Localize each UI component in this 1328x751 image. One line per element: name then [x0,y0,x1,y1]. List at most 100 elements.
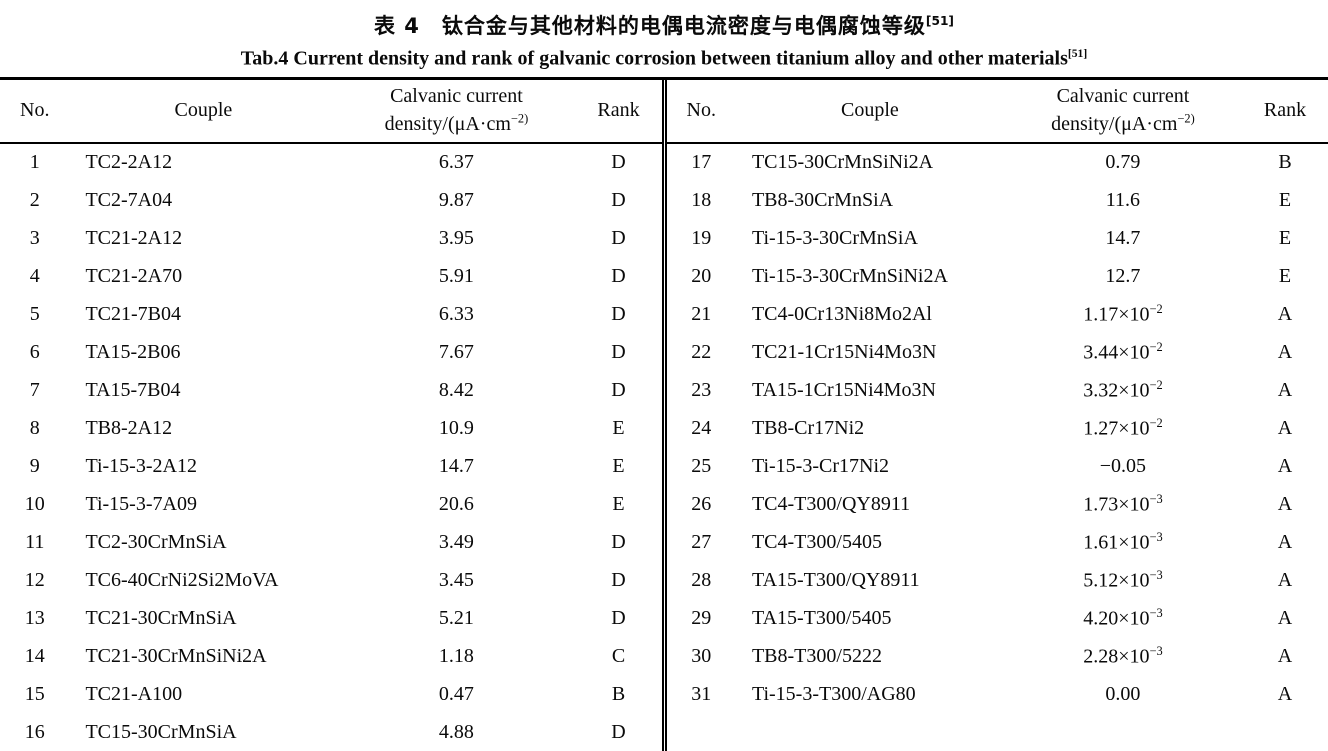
cell-no: 1 [29,151,40,174]
cell-rank: D [611,531,626,554]
citation-ref-chinese: [51] [925,14,954,28]
cell-density: 4.20×10−3 [1083,606,1163,630]
density-header-line1: Calvanic current [390,84,523,107]
cell-rank: E [1278,265,1292,288]
cell-rank: D [611,303,626,326]
cell-rank: D [611,341,626,364]
cell-couple: TC4-T300/QY8911 [751,493,911,516]
table-row: 4 TC21-2A70 5.91 D [0,258,662,296]
cell-couple: TB8-30CrMnSiA [751,189,894,212]
table-title-english-text: Tab.4 Current density and rank of galvan… [240,47,1068,70]
table-row: 17 TC15-30CrMnSiNi2A 0.79 B [667,143,1328,182]
cell-no: 21 [691,303,712,326]
cell-no: 10 [24,493,45,516]
cell-rank: D [611,189,626,212]
table-row: 28 TA15-T300/QY8911 5.12×10−3 A [667,562,1328,600]
cell-no: 11 [25,531,45,554]
cell-density: 8.42 [438,379,474,402]
cell-rank: E [1278,227,1292,250]
cell-rank: A [1277,569,1293,592]
cell-no: 7 [29,379,40,402]
cell-density: 3.32×10−2 [1083,378,1163,402]
cell-couple: TA15-2B06 [85,341,181,364]
cell-couple: TC2-2A12 [85,151,173,174]
cell-density: 3.49 [438,531,474,554]
cell-couple: Ti-15-3-30CrMnSiNi2A [751,265,948,288]
cell-no: 17 [691,151,712,174]
column-header-rank: Rank [1241,79,1328,144]
table-row: 15 TC21-A100 0.47 B [0,676,662,714]
column-header-no: No. [0,79,70,144]
cell-no: 2 [29,189,40,212]
cell-density: 0.47 [438,683,474,706]
column-header-couple: Couple [735,79,1004,144]
cell-no: 12 [24,569,45,592]
cell-rank: A [1277,683,1293,706]
cell-no: 4 [29,265,40,288]
cell-density: 1.18 [438,645,474,668]
cell-density: 14.7 [1105,227,1141,250]
cell-no: 8 [29,417,40,440]
cell-rank: A [1277,645,1293,668]
table-row: 27 TC4-T300/5405 1.61×10−3 A [667,524,1328,562]
table-row: 2 TC2-7A04 9.87 D [0,182,662,220]
table-right-body: 17 TC15-30CrMnSiNi2A 0.79 B 18 TB8-30CrMnSiA 1… [667,143,1328,714]
cell-no: 18 [691,189,712,212]
cell-density: 0.79 [1105,151,1141,174]
cell-couple: TB8-2A12 [85,417,173,440]
cell-rank: D [611,379,626,402]
cell-no: 23 [691,379,712,402]
table-row: 31 Ti-15-3-T300/AG80 0.00 A [667,676,1328,714]
cell-rank: D [611,607,626,630]
cell-rank: A [1277,493,1293,516]
cell-density: 3.44×10−2 [1083,340,1163,364]
cell-rank: A [1277,417,1293,440]
column-header-couple: Couple [69,79,338,144]
cell-couple: TC21-2A70 [85,265,183,288]
table-row: 8 TB8-2A12 10.9 E [0,410,662,448]
cell-couple: TB8-Cr17Ni2 [751,417,865,440]
cell-density: 0.00 [1105,683,1141,706]
table-row: 7 TA15-7B04 8.42 D [0,372,662,410]
table-row: 10 Ti-15-3-7A09 20.6 E [0,486,662,524]
cell-no: 30 [691,645,712,668]
table-left-half: No. Couple Calvanic current density/(μA·… [0,79,662,751]
cell-couple: TC2-30CrMnSiA [85,531,227,554]
cell-density: 10.9 [438,417,474,440]
table-right: No. Couple Calvanic current density/(μA·… [666,79,1328,714]
cell-couple: Ti-15-3-30CrMnSiA [751,227,918,250]
cell-couple: TC21-2A12 [85,227,183,250]
table-title-chinese-text: 表 4 钛合金与其他材料的电偶电流密度与电偶腐蚀等级 [374,14,926,38]
cell-density: 3.95 [438,227,474,250]
table-row: 21 TC4-0Cr13Ni8Mo2Al 1.17×10−2 A [667,296,1328,334]
cell-rank: E [612,493,625,516]
table-right-half: No. Couple Calvanic current density/(μA·… [666,79,1328,751]
cell-couple: TA15-T300/QY8911 [751,569,920,592]
cell-no: 13 [24,607,45,630]
cell-rank: A [1277,303,1293,326]
cell-rank: A [1277,607,1293,630]
cell-no: 16 [24,721,45,744]
cell-no: 9 [29,455,40,478]
cell-no: 5 [29,303,40,326]
cell-couple: TC15-30CrMnSiA [85,721,237,744]
cell-couple: Ti-15-3-2A12 [85,455,197,478]
table-left-body: 1 TC2-2A12 6.37 D 2 TC2-7A04 9.87 D 3 TC21-2A12 3.… [0,143,662,751]
table-row: 19 Ti-15-3-30CrMnSiA 14.7 E [667,220,1328,258]
table-row: 29 TA15-T300/5405 4.20×10−3 A [667,600,1328,638]
cell-density: 1.27×10−2 [1083,416,1163,440]
column-header-density: Calvanic current density/(μA·cm−2) [337,79,576,144]
cell-density: 4.88 [438,721,474,744]
cell-couple: TA15-1Cr15Ni4Mo3N [751,379,936,402]
cell-density: 9.87 [438,189,474,212]
table-left-header: No. Couple Calvanic current density/(μA·… [0,79,662,144]
table-row: 24 TB8-Cr17Ni2 1.27×10−2 A [667,410,1328,448]
cell-density: 3.45 [438,569,474,592]
cell-no: 31 [691,683,712,706]
cell-density: 12.7 [1105,265,1141,288]
cell-rank: E [612,417,625,440]
table-row: 5 TC21-7B04 6.33 D [0,296,662,334]
table-row: 25 Ti-15-3-Cr17Ni2 −0.05 A [667,448,1328,486]
cell-no: 14 [24,645,45,668]
cell-density: −0.05 [1099,455,1147,478]
